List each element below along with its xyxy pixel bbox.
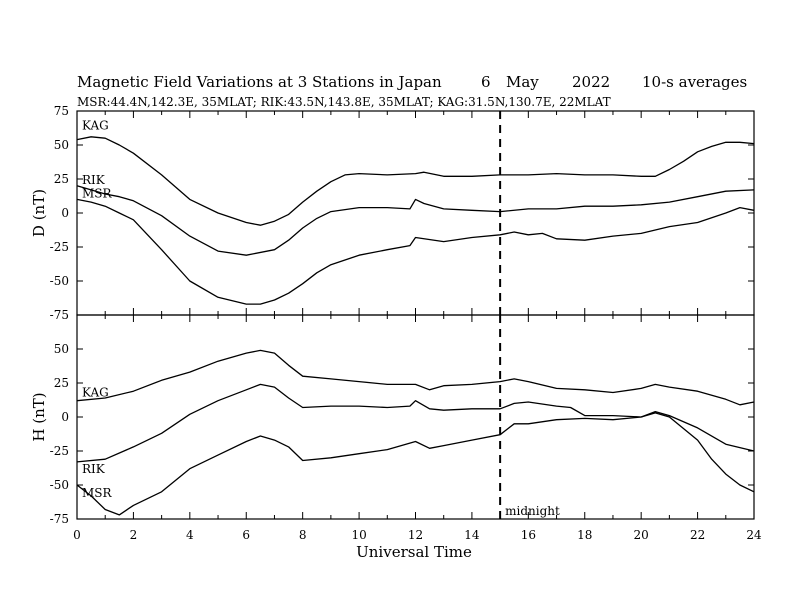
series-label-kag: KAG	[82, 386, 109, 400]
x-tick-label: 22	[690, 528, 705, 542]
x-tick-label: 6	[242, 528, 250, 542]
y-axis-label-d: D (nT)	[30, 189, 48, 237]
y-tick-label: 25	[54, 172, 69, 186]
chart-title: Magnetic Field Variations at 3 Stations …	[77, 73, 442, 91]
series-line-msr	[76, 412, 755, 516]
y-tick-label: -25	[50, 444, 69, 458]
y-tick-label: -25	[50, 240, 69, 254]
series-label-msr: MSR	[82, 486, 113, 500]
series-label-rik: RIK	[82, 462, 106, 476]
x-tick-label: 4	[186, 528, 194, 542]
x-tick-label: 8	[299, 528, 307, 542]
y-tick-label: 50	[54, 342, 69, 356]
x-tick-label: 10	[351, 528, 366, 542]
midnight-label: midnight	[505, 504, 560, 518]
series-label-kag: KAG	[82, 119, 109, 133]
y-tick-label: -50	[50, 478, 69, 492]
series-line-rik	[76, 185, 755, 256]
y-tick-label: 0	[61, 410, 69, 424]
series-line-kag	[76, 136, 755, 226]
x-axis-label: Universal Time	[356, 543, 472, 561]
y-tick-label: 50	[54, 138, 69, 152]
x-tick-label: 16	[521, 528, 536, 542]
chart-title-month: May	[506, 73, 539, 91]
x-tick-label: 2	[130, 528, 138, 542]
y-axis-label-h: H (nT)	[30, 392, 48, 441]
chart-title-averaging: 10-s averages	[642, 73, 747, 91]
y-tick-label: 25	[54, 376, 69, 390]
x-tick-label: 20	[634, 528, 649, 542]
y-tick-label: -75	[50, 512, 69, 526]
plot-frame-d	[76, 110, 755, 316]
chart-title-day: 6	[481, 73, 491, 91]
x-tick-label: 14	[464, 528, 480, 542]
y-tick-label: -50	[50, 274, 69, 288]
x-tick-label: 0	[73, 528, 81, 542]
y-tick-label: -75	[50, 308, 69, 322]
series-line-msr	[76, 198, 755, 305]
station-coordinates-subtitle: MSR:44.4N,142.3E, 35MLAT; RIK:43.5N,143.…	[77, 95, 611, 109]
y-tick-label: 75	[54, 104, 69, 118]
series-line-kag	[76, 349, 755, 406]
series-line-rik	[76, 383, 755, 463]
series-label-rik: RIK	[82, 173, 106, 187]
y-tick-label: 0	[61, 206, 69, 220]
x-tick-label: 18	[577, 528, 592, 542]
plot-frame-h	[76, 314, 755, 520]
x-tick-label: 24	[746, 528, 762, 542]
chart-title-year: 2022	[572, 73, 610, 91]
x-tick-label: 12	[408, 528, 423, 542]
series-label-msr: MSR	[82, 186, 113, 200]
